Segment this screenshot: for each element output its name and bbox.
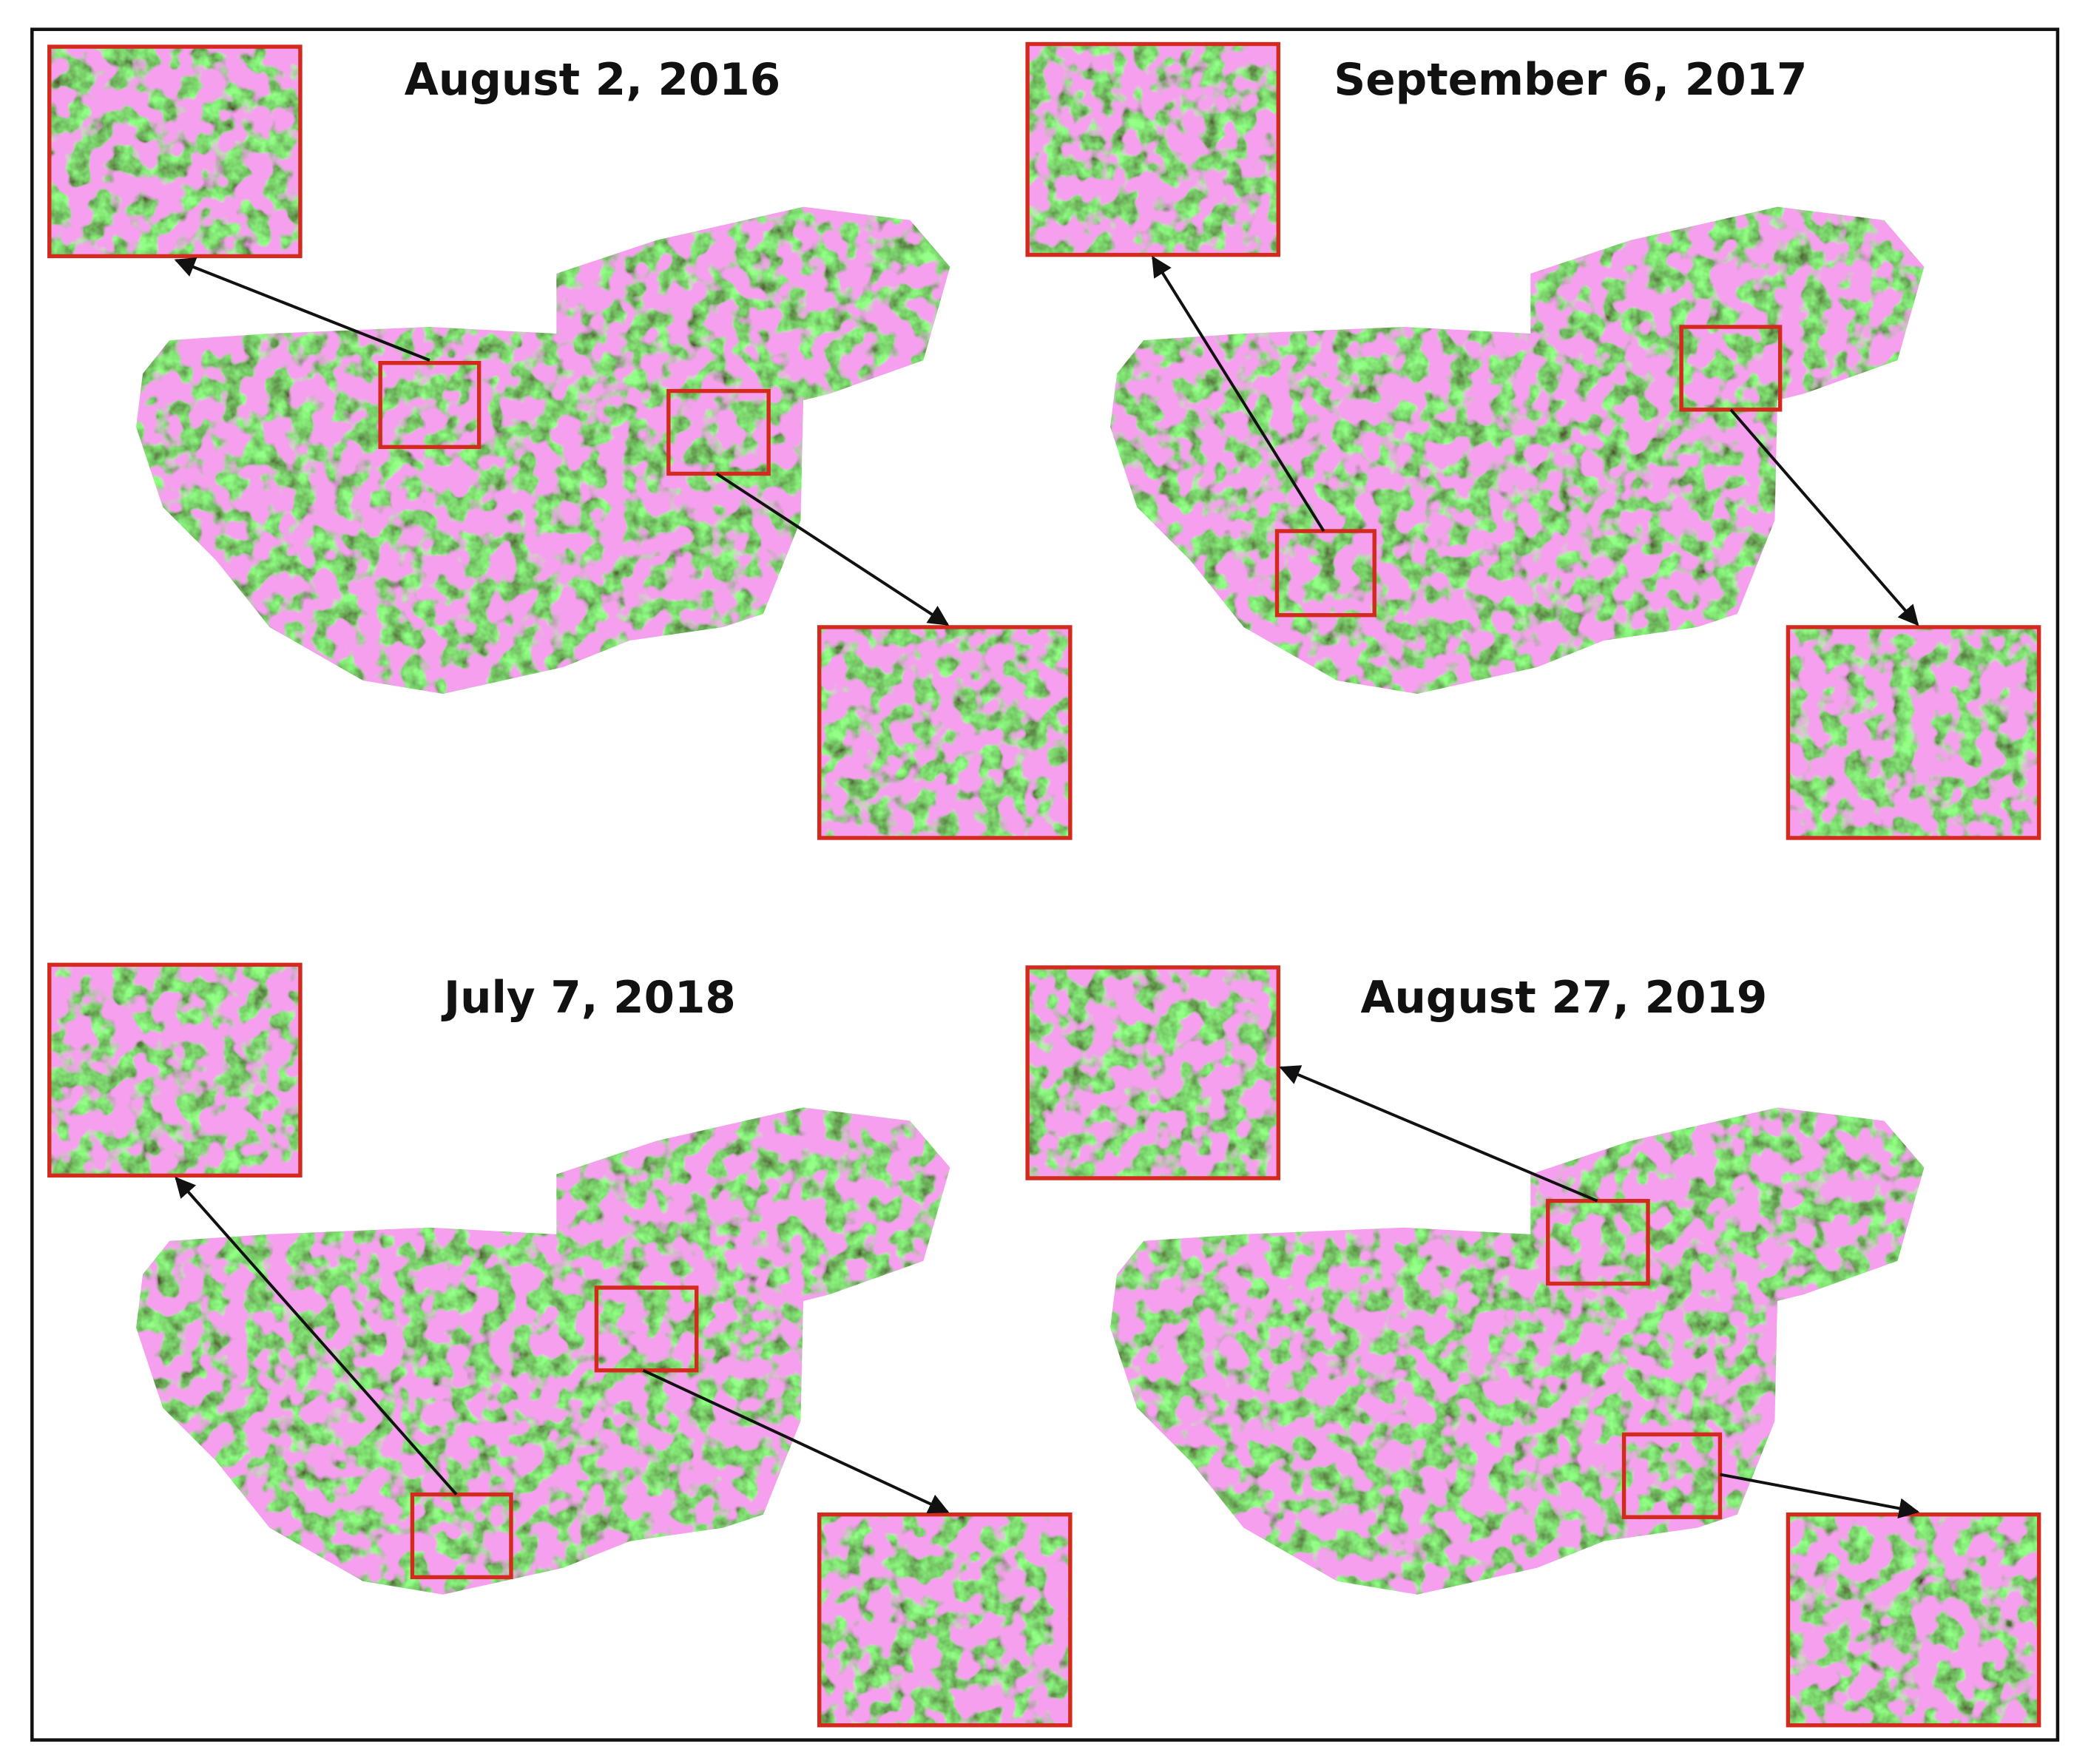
inset-image: [1788, 1514, 2039, 1726]
inset-image: [49, 47, 300, 257]
inset-frame: [817, 625, 1072, 840]
zoom-box: [378, 361, 482, 450]
arrow: [1720, 1473, 1920, 1519]
inset-image: [1027, 967, 1279, 1179]
panel-title: August 2, 2016: [405, 55, 780, 106]
inset-frame: [817, 1512, 1072, 1728]
panel: August 2, 2016: [47, 44, 1072, 840]
region-image: [1109, 206, 1925, 695]
arrow: [1152, 255, 1325, 533]
inset-image: [49, 964, 300, 1176]
zoom-box: [1274, 529, 1376, 618]
inset-image: [1027, 44, 1279, 255]
inset-frame: [47, 44, 303, 259]
inset-frame: [47, 962, 303, 1178]
panels: August 2, 2016 September 6, 2017 July 7, 2…: [47, 41, 2041, 1728]
arrow: [642, 1368, 950, 1514]
arrow: [1729, 408, 1919, 626]
arrow: [1279, 1065, 1598, 1203]
panel: July 7, 2018: [47, 962, 1072, 1728]
inset-frame: [1025, 965, 1281, 1180]
region-image: [136, 1107, 950, 1595]
frame: [30, 27, 2060, 1742]
zoom-box: [1546, 1198, 1650, 1286]
inset-image: [819, 626, 1070, 838]
inset-image: [1788, 626, 2039, 838]
inset-image: [819, 1514, 1070, 1726]
panel-title: September 6, 2017: [1334, 55, 1807, 106]
panel: September 6, 2017: [1025, 41, 2041, 840]
arrow: [175, 1176, 458, 1496]
panel-title: August 27, 2019: [1360, 973, 1767, 1024]
arrow: [174, 257, 430, 362]
arrow: [715, 472, 950, 626]
region-image: [136, 206, 950, 695]
inset-frame: [1786, 625, 2041, 840]
inset-frame: [1025, 41, 1281, 257]
panel: August 27, 2019: [1025, 965, 2041, 1728]
zoom-box: [410, 1492, 513, 1580]
panel-title: July 7, 2018: [441, 973, 736, 1024]
